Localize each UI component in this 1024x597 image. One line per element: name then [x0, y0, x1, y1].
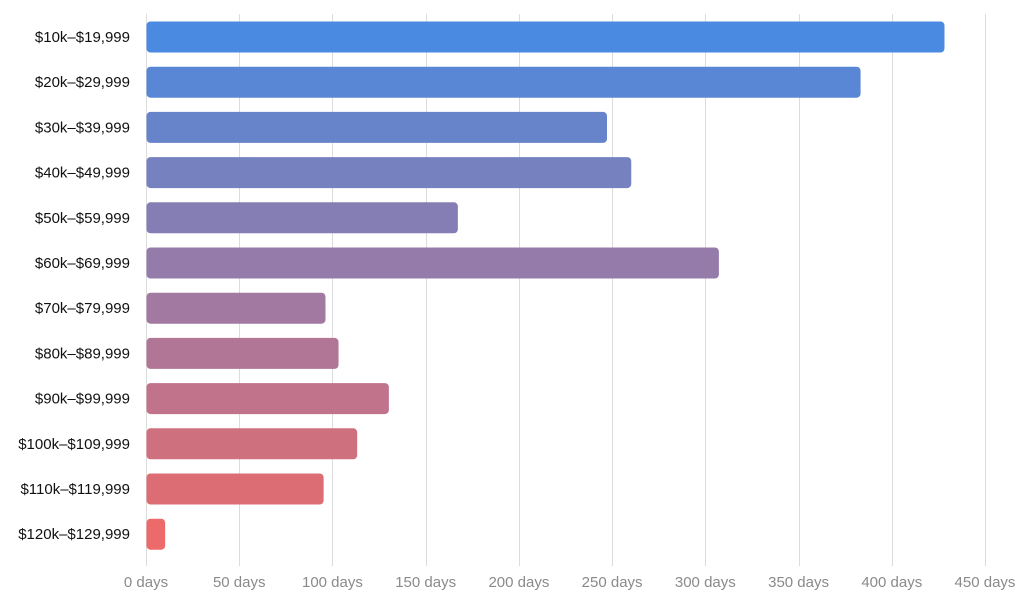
category-labels: $10k–$19,999 $20k–$29,999 $30k–$39,999 $40k…: [18, 29, 130, 543]
category-label: $100k–$109,999: [18, 436, 130, 453]
category-label: $110k–$119,999: [20, 481, 130, 498]
x-tick-labels: 0 days 50 days 100 days 150 days 200 days 250…: [124, 574, 1016, 591]
x-tick-label: 450 days: [955, 574, 1016, 591]
category-label: $10k–$19,999: [35, 29, 130, 46]
x-tick-label: 200 days: [488, 574, 549, 591]
category-label: $50k–$59,999: [35, 210, 130, 227]
category-label: $120k–$129,999: [18, 526, 130, 543]
bar: [146, 337, 339, 369]
category-label: $80k–$89,999: [35, 345, 130, 362]
x-tick-label: 350 days: [768, 574, 829, 591]
bar: [146, 111, 608, 143]
grid-lines: [146, 14, 986, 566]
category-label: $30k–$39,999: [35, 119, 130, 136]
category-label: $70k–$79,999: [35, 300, 130, 317]
x-tick-label: 300 days: [675, 574, 736, 591]
x-tick-label: 250 days: [582, 574, 643, 591]
bar: [146, 292, 326, 324]
bar: [146, 518, 166, 550]
category-label: $60k–$69,999: [35, 255, 130, 272]
bar: [146, 247, 719, 279]
bar: [146, 473, 324, 505]
bar: [146, 66, 861, 98]
bar: [146, 428, 358, 460]
bars: [146, 21, 945, 550]
category-label: $20k–$29,999: [35, 74, 130, 91]
x-tick-label: 50 days: [213, 574, 266, 591]
x-tick-label: 100 days: [302, 574, 363, 591]
category-label: $40k–$49,999: [35, 165, 130, 182]
bar: [146, 383, 389, 415]
x-tick-label: 150 days: [395, 574, 456, 591]
bar: [146, 157, 632, 189]
x-tick-label: 400 days: [861, 574, 922, 591]
bar: [146, 21, 945, 53]
bar: [146, 202, 458, 234]
category-label: $90k–$99,999: [35, 391, 130, 408]
x-tick-label: 0 days: [124, 574, 168, 591]
